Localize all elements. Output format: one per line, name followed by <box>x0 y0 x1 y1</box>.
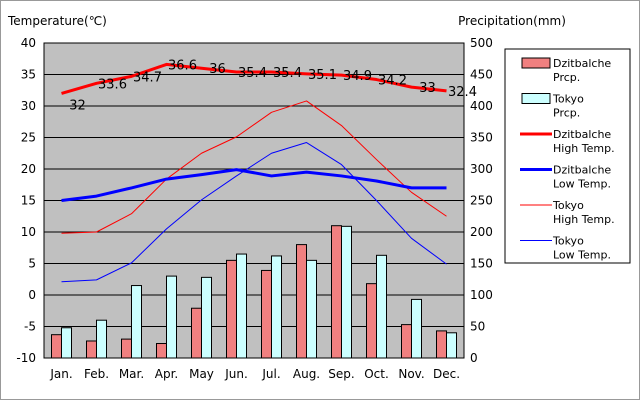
precip-bar <box>306 259 317 359</box>
data-label: 36.6 <box>168 58 197 73</box>
axis-ticks: 4035302520151050-5-105004504003503002502… <box>16 36 493 381</box>
x-tick-label: Nov. <box>398 367 424 381</box>
precip-bar <box>376 254 387 359</box>
precip-bar <box>61 327 72 359</box>
y-right-tick: 250 <box>470 194 493 208</box>
precip-bar <box>446 332 457 359</box>
y-left-tick: 40 <box>21 36 36 50</box>
legend-label: Tokyo <box>552 199 584 212</box>
legend-label: Tokyo <box>552 93 584 106</box>
precip-bar <box>131 285 142 359</box>
precip-bar <box>191 307 202 359</box>
legend-label: Dzitbalche <box>553 164 611 177</box>
legend-swatch <box>521 57 551 69</box>
y-right-tick: 100 <box>470 288 493 302</box>
y-right-tick: 450 <box>470 68 493 82</box>
y-right-tick: 400 <box>470 99 493 113</box>
precip-bar <box>226 259 237 359</box>
data-label: 33.6 <box>98 77 127 92</box>
y-right-tick: 300 <box>470 162 493 176</box>
precip-bar <box>156 343 167 359</box>
y-right-tick: 50 <box>470 320 485 334</box>
plot-border <box>43 42 465 359</box>
precip-bar <box>236 253 247 359</box>
legend-label: High Temp. <box>553 213 615 226</box>
x-tick-label: Aug. <box>293 367 320 381</box>
precip-bar <box>121 338 132 359</box>
data-label: 34.9 <box>343 69 372 84</box>
x-tick-label: Oct. <box>364 367 389 381</box>
precip-bar <box>436 330 447 359</box>
data-labels: 32 33.6 34.7 36.6 36 35.4 35.4 35.1 34.9 34.2 33 32… <box>69 58 477 113</box>
legend-label: High Temp. <box>553 142 615 155</box>
y-left-tick: 5 <box>28 257 36 271</box>
x-tick-label: Jan. <box>49 367 72 381</box>
legend-box <box>504 48 631 264</box>
gridlines <box>43 42 465 359</box>
precip-bar <box>96 319 107 359</box>
precipitation-bars <box>51 225 457 359</box>
legend-swatch <box>521 93 551 104</box>
y-left-tick: 35 <box>21 68 36 82</box>
legend-label: Tokyo <box>552 235 584 248</box>
temperature-line <box>61 168 447 202</box>
y-right-tick: 200 <box>470 225 493 239</box>
precip-bar <box>411 298 422 359</box>
temperature-line <box>61 100 447 234</box>
precip-bar <box>331 225 342 359</box>
y-right-tick: 500 <box>470 36 493 50</box>
x-tick-label: Jul. <box>261 367 280 381</box>
x-tick-label: Sep. <box>328 367 354 381</box>
left-axis-title: Temperature(℃) <box>7 14 107 28</box>
y-left-tick: -10 <box>16 351 36 365</box>
legend: DzitbalchePrcp.TokyoPrcp.DzitbalcheHigh … <box>504 48 631 264</box>
legend-label: Low Temp. <box>553 249 611 262</box>
precip-bar <box>341 225 352 359</box>
y-left-tick: 0 <box>28 288 36 302</box>
temperature-line <box>61 62 447 95</box>
y-right-tick: 350 <box>470 131 493 145</box>
precip-bar <box>366 283 377 359</box>
precip-bar <box>166 275 177 359</box>
x-tick-label: May <box>189 367 214 381</box>
y-left-tick: 30 <box>21 99 36 113</box>
y-left-tick: 10 <box>21 225 36 239</box>
y-left-tick: -5 <box>24 320 36 334</box>
y-right-tick: 0 <box>470 351 478 365</box>
y-left-tick: 20 <box>21 162 36 176</box>
x-tick-label: Feb. <box>84 367 109 381</box>
data-label: 33 <box>419 81 436 96</box>
legend-label: Prcp. <box>553 71 580 84</box>
temperature-lines <box>61 62 447 283</box>
x-tick-label: Jun. <box>224 367 248 381</box>
right-axis-title: Precipitation(mm) <box>458 14 566 28</box>
data-label: 35.1 <box>308 68 337 83</box>
data-label: 32.4 <box>448 85 477 100</box>
legend-label: Dzitbalche <box>553 57 611 70</box>
data-label: 32 <box>69 98 86 113</box>
precip-bar <box>86 340 97 359</box>
temperature-line <box>61 142 447 283</box>
precip-bar <box>51 334 62 359</box>
y-left-tick: 15 <box>21 194 36 208</box>
x-tick-label: Apr. <box>155 367 178 381</box>
precip-bar <box>271 255 282 359</box>
data-label: 35.4 <box>238 66 267 81</box>
precip-bar <box>401 324 412 359</box>
legend-label: Dzitbalche <box>553 128 611 141</box>
legend-label: Prcp. <box>553 107 580 120</box>
data-label: 34.2 <box>378 74 407 89</box>
x-tick-label: Mar. <box>119 367 144 381</box>
y-right-tick: 150 <box>470 257 493 271</box>
precip-bar <box>261 269 272 359</box>
data-label: 36 <box>209 62 226 77</box>
precip-bar <box>201 276 212 359</box>
data-label: 34.7 <box>133 70 162 85</box>
data-label: 35.4 <box>273 66 302 81</box>
precip-bar <box>296 244 307 359</box>
y-left-tick: 25 <box>21 131 36 145</box>
legend-label: Low Temp. <box>553 178 611 191</box>
x-tick-label: Dec. <box>433 367 460 381</box>
